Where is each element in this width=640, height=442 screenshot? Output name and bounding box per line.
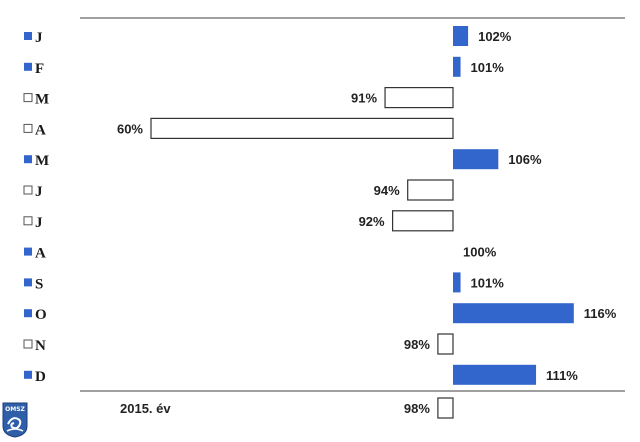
- row-8: S 101%: [24, 272, 505, 293]
- value-label-7: 100%: [463, 245, 497, 260]
- row-3: A 60%: [23, 117, 454, 140]
- category-label-2: M: [35, 92, 49, 108]
- marker-11: [24, 370, 32, 379]
- marker-8: [24, 278, 32, 287]
- category-label-5: J: [35, 184, 43, 200]
- category-label-4: M: [35, 153, 49, 169]
- marker-3: [23, 123, 33, 133]
- bar-2: [384, 86, 454, 109]
- bar-3: [150, 117, 454, 140]
- value-label-total: 98%: [404, 401, 430, 416]
- value-label-6: 92%: [359, 214, 385, 229]
- omsz-logo: OMSZ: [2, 402, 28, 438]
- marker-9: [24, 309, 32, 318]
- value-label-2: 91%: [351, 91, 377, 106]
- category-label-9: O: [35, 307, 47, 323]
- row-5: J 94%: [23, 179, 454, 201]
- bar-5: [407, 179, 454, 201]
- marker-2: [23, 93, 33, 103]
- bar-8: [453, 272, 461, 293]
- bar-total: [437, 397, 454, 419]
- chart-rows: J 102% F 101% M 91% A 60% M 106% J 94% J 92% A 100% S 101…: [23, 26, 617, 385]
- category-label-3: A: [35, 122, 46, 138]
- row-0: J 102%: [24, 26, 512, 46]
- marker-10: [23, 339, 33, 349]
- value-label-9: 116%: [584, 306, 617, 321]
- row-6: J 92%: [23, 210, 454, 232]
- row-4: M 106%: [24, 149, 542, 170]
- marker-5: [23, 185, 33, 195]
- bar-0: [453, 26, 469, 46]
- value-label-1: 101%: [471, 60, 505, 75]
- category-label-1: F: [35, 61, 44, 77]
- value-label-11: 111%: [546, 368, 578, 383]
- omsz-logo-icon: OMSZ: [2, 402, 28, 438]
- bar-1: [453, 56, 461, 77]
- logo-text: OMSZ: [5, 406, 25, 413]
- bar-9: [453, 303, 574, 324]
- category-label-6: J: [35, 215, 43, 231]
- value-label-4: 106%: [508, 152, 542, 167]
- value-label-0: 102%: [478, 29, 512, 44]
- category-label-7: A: [35, 246, 46, 262]
- value-label-8: 101%: [471, 275, 505, 290]
- value-label-5: 94%: [374, 183, 400, 198]
- marker-7: [24, 247, 32, 256]
- marker-4: [24, 155, 32, 164]
- bar-10: [437, 333, 454, 355]
- marker-0: [24, 32, 32, 40]
- row-9: O 116%: [24, 303, 617, 324]
- total-row: 2015. év 98%: [120, 397, 454, 419]
- row-1: F 101%: [24, 56, 505, 77]
- marker-1: [24, 62, 32, 71]
- bar-11: [453, 364, 537, 385]
- category-label-0: J: [35, 30, 43, 46]
- category-label-10: N: [35, 338, 46, 354]
- row-10: N 98%: [23, 333, 454, 355]
- bar-4: [453, 149, 499, 170]
- row-11: D 111%: [24, 364, 578, 385]
- category-label-8: S: [35, 276, 43, 292]
- value-label-10: 98%: [404, 337, 430, 352]
- bar-6: [392, 210, 454, 232]
- row-2: M 91%: [23, 86, 454, 109]
- value-label-3: 60%: [117, 121, 143, 136]
- row-7: A 100%: [24, 245, 497, 262]
- category-label-11: D: [35, 369, 46, 385]
- total-label: 2015. év: [120, 401, 171, 416]
- marker-6: [23, 216, 33, 226]
